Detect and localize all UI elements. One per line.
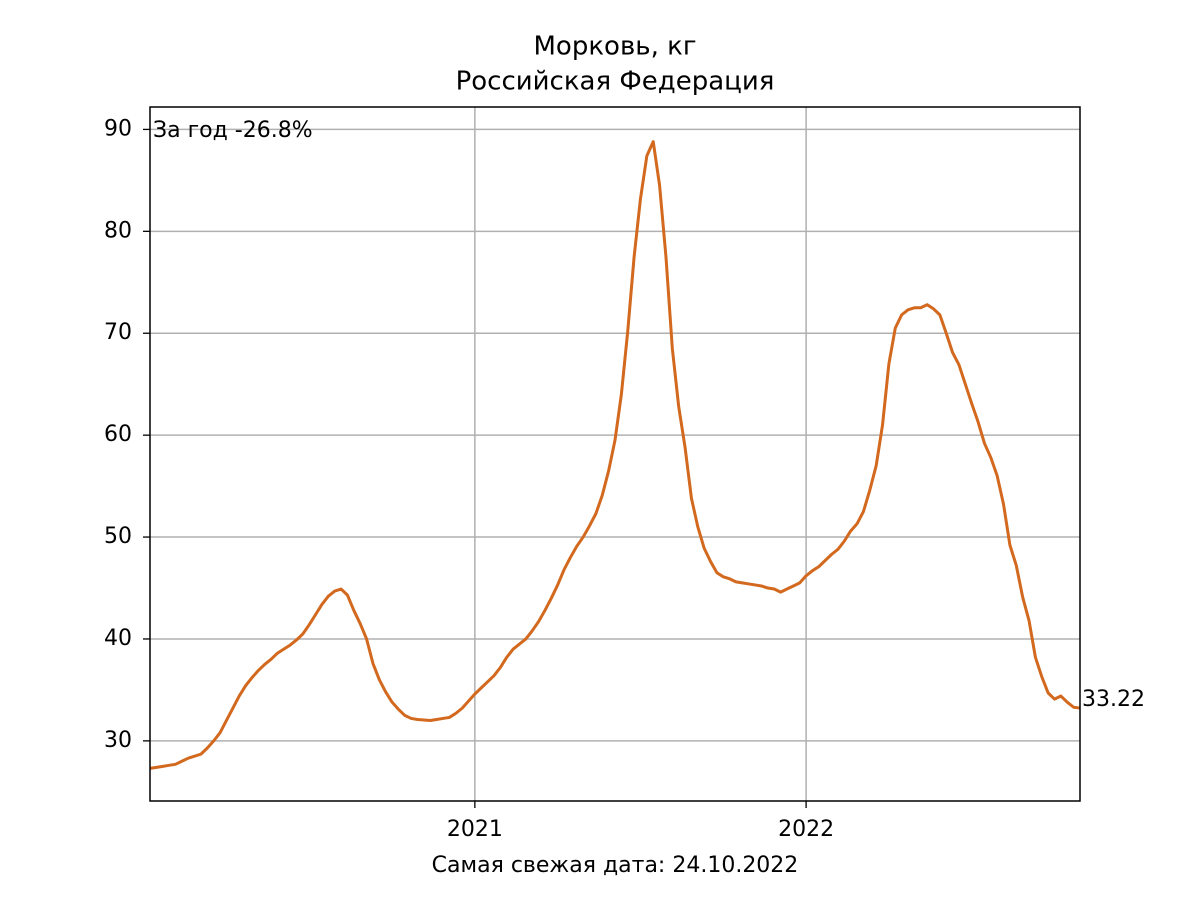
plot-frame xyxy=(149,106,1081,802)
footer-note: Самая свежая дата: 24.10.2022 xyxy=(432,853,799,878)
y-tick-label: 50 xyxy=(104,524,132,549)
chart-title: Морковь, кг xyxy=(534,32,697,62)
chart-subtitle: Российская Федерация xyxy=(456,67,775,97)
y-tick-label: 60 xyxy=(104,422,132,447)
y-tick-label: 70 xyxy=(104,320,132,345)
annotation: За год -26.8% xyxy=(153,118,313,143)
end-value-label: 33.22 xyxy=(1082,687,1145,712)
y-tick-label: 30 xyxy=(104,728,132,753)
y-tick-label: 80 xyxy=(104,218,132,243)
y-tick-label: 40 xyxy=(104,626,132,651)
x-tick-label: 2022 xyxy=(778,817,834,842)
x-tick-label: 2021 xyxy=(447,817,503,842)
data-line xyxy=(149,140,1081,770)
y-tick-label: 90 xyxy=(104,116,132,141)
